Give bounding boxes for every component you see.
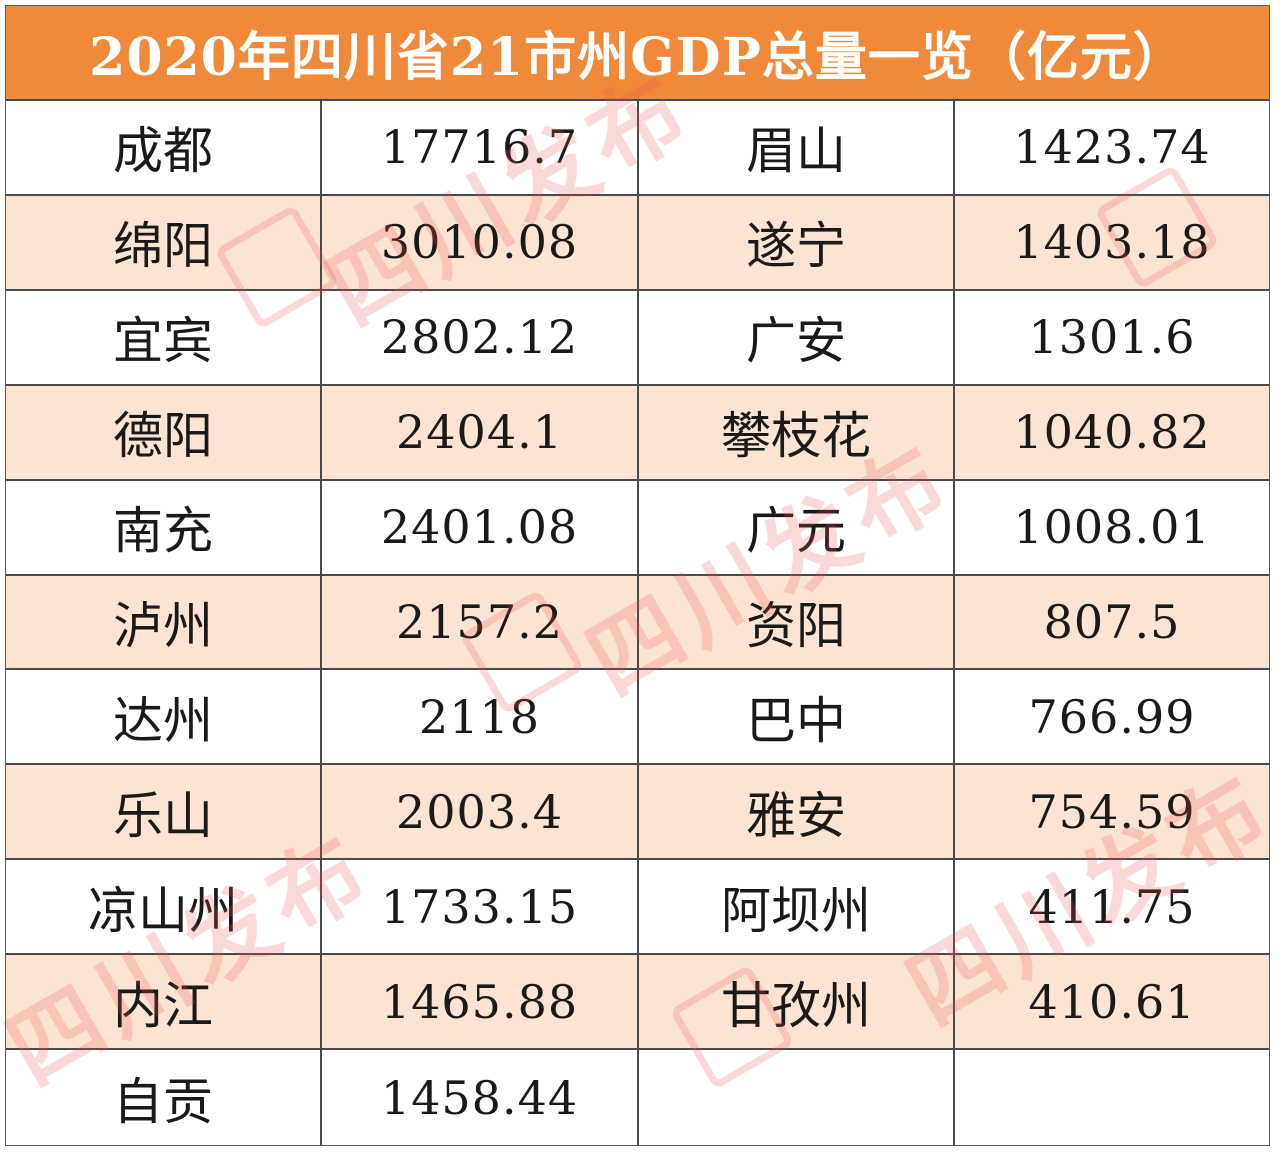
city-name-cell: 德阳 — [6, 385, 322, 481]
city-name-cell: 成都 — [6, 101, 322, 196]
gdp-value-cell: 2802.12 — [322, 290, 639, 386]
city-name-cell: 眉山 — [639, 101, 955, 196]
city-name-cell — [639, 1050, 955, 1145]
city-name-cell: 攀枝花 — [639, 385, 955, 481]
gdp-value-cell: 3010.08 — [322, 195, 639, 291]
city-name-cell: 自贡 — [6, 1050, 322, 1145]
city-name-cell: 广元 — [639, 480, 955, 576]
gdp-value-cell: 2404.1 — [322, 385, 639, 481]
city-name-cell: 阿坝州 — [639, 860, 955, 956]
city-name-cell: 达州 — [6, 670, 322, 766]
gdp-value-cell: 2157.2 — [322, 575, 639, 671]
gdp-value-cell: 2118 — [322, 670, 639, 766]
city-name-cell: 凉山州 — [6, 860, 322, 956]
gdp-value-cell: 1403.18 — [955, 195, 1269, 291]
gdp-value-cell: 1040.82 — [955, 385, 1269, 481]
gdp-value-cell: 807.5 — [955, 575, 1269, 671]
table-title-bar: 2020年四川省21市州GDP总量一览（亿元） — [6, 6, 1269, 101]
city-name-cell: 雅安 — [639, 765, 955, 861]
gdp-table: 2020年四川省21市州GDP总量一览（亿元） 成都 17716.7 眉山 1423.… — [0, 5, 1280, 1146]
gdp-value-cell: 2401.08 — [322, 480, 639, 576]
gdp-value-cell: 410.61 — [955, 955, 1269, 1051]
gdp-value-cell: 1423.74 — [955, 101, 1269, 196]
city-name-cell: 乐山 — [6, 765, 322, 861]
gdp-value-cell: 1301.6 — [955, 291, 1269, 386]
city-name-cell: 宜宾 — [6, 290, 322, 386]
city-name-cell: 甘孜州 — [639, 955, 955, 1051]
city-name-cell: 遂宁 — [639, 195, 955, 291]
gdp-value-cell — [955, 1050, 1269, 1145]
city-name-cell: 巴中 — [639, 670, 955, 766]
city-name-cell: 内江 — [6, 955, 322, 1051]
city-name-cell: 南充 — [6, 480, 322, 576]
gdp-value-cell: 1465.88 — [322, 955, 639, 1051]
gdp-value-cell: 1008.01 — [955, 481, 1269, 576]
gdp-value-cell: 754.59 — [955, 765, 1269, 861]
table-body: 成都 17716.7 眉山 1423.74 绵阳 3010.08 遂宁 1403.18 宜宾 28… — [6, 101, 1269, 1145]
gdp-value-cell: 411.75 — [955, 860, 1269, 956]
city-name-cell: 绵阳 — [6, 195, 322, 291]
gdp-value-cell: 17716.7 — [322, 101, 639, 196]
city-name-cell: 泸州 — [6, 575, 322, 671]
gdp-value-cell: 1733.15 — [322, 860, 639, 956]
table-title: 2020年四川省21市州GDP总量一览（亿元） — [89, 27, 1186, 88]
city-name-cell: 资阳 — [639, 575, 955, 671]
gdp-value-cell: 2003.4 — [322, 765, 639, 861]
city-name-cell: 广安 — [639, 290, 955, 386]
gdp-value-cell: 766.99 — [955, 670, 1269, 766]
gdp-value-cell: 1458.44 — [322, 1050, 639, 1145]
